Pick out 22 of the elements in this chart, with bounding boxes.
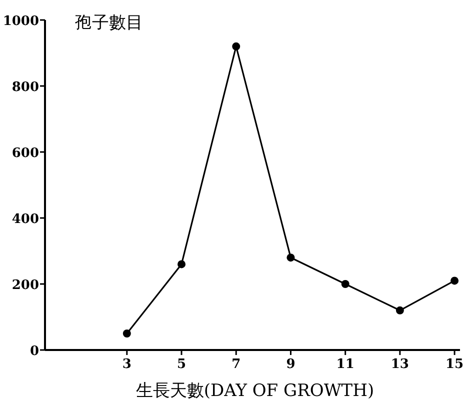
x-tick-label: 13 (390, 357, 409, 372)
x-tick-label: 11 (336, 357, 354, 372)
y-tick-label: 200 (12, 278, 39, 293)
y-tick-label: 600 (12, 146, 39, 161)
point (450, 276, 459, 285)
x-tick-label: 5 (176, 357, 186, 372)
x-tick-label: 15 (445, 357, 464, 372)
x-tick-label: 3 (122, 357, 132, 372)
y-tick-label: 0 (30, 344, 39, 359)
x-axis-title: 生長天數(DAY OF GROWTH) (136, 381, 374, 401)
point (178, 260, 186, 268)
x-tick-label: 9 (286, 357, 296, 372)
point (122, 330, 131, 338)
y-axis-title: 孢子數目 (75, 13, 143, 33)
point (396, 306, 404, 314)
point (341, 280, 350, 288)
point (286, 254, 295, 262)
x-tick-label: 7 (232, 357, 241, 372)
y-tick-label: 800 (12, 80, 39, 95)
y-tick-label: 400 (12, 212, 39, 227)
y-tick-label: 1000 (2, 14, 39, 29)
point (232, 42, 240, 50)
